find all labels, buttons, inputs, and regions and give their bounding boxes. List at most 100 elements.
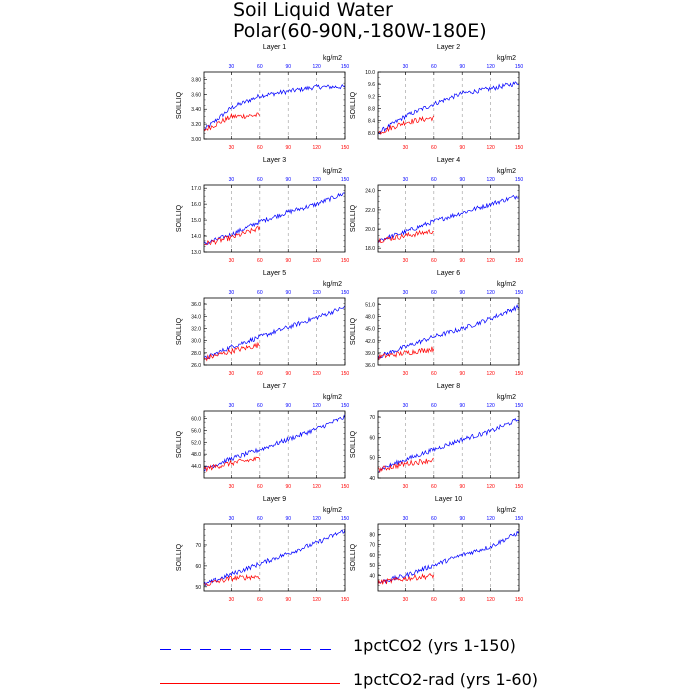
top-axis-units: kg/m2	[323, 55, 342, 62]
x-tick-label-top: 150	[341, 290, 350, 296]
x-tick-label-bottom: 120	[486, 484, 495, 490]
title-block: Soil Liquid Water Polar(60-90N,-180W-180…	[233, 0, 487, 42]
x-tick-label-bottom: 90	[285, 145, 291, 151]
x-tick-label-bottom: 90	[459, 484, 465, 490]
x-tick-label-top: 120	[486, 290, 495, 296]
y-tick-label: 24.0	[365, 189, 375, 195]
x-tick-label-bottom: 150	[515, 145, 524, 151]
y-tick-label: 42.0	[365, 339, 375, 345]
x-tick-label-bottom: 150	[515, 371, 524, 377]
y-tick-label: 34.0	[191, 314, 201, 320]
x-tick-label-bottom: 90	[285, 371, 291, 377]
y-axis-label: SOILLIQ	[350, 543, 357, 571]
x-tick-label-bottom: 120	[486, 371, 495, 377]
top-axis-units: kg/m2	[497, 281, 516, 288]
x-tick-label-top: 120	[312, 177, 321, 183]
x-tick-label-bottom: 90	[459, 258, 465, 264]
x-tick-label-top: 30	[229, 516, 235, 522]
x-tick-label-top: 30	[403, 403, 409, 409]
series-line-1pctco2	[203, 192, 346, 246]
y-tick-label: 60	[195, 564, 201, 570]
y-tick-label: 50	[369, 563, 375, 569]
legend-label: 1pctCO2 (yrs 1-150)	[353, 636, 516, 655]
panel-title: Layer 3	[263, 157, 286, 164]
y-tick-label: 14.0	[191, 234, 201, 240]
y-tick-label: 36.0	[365, 363, 375, 369]
y-tick-label: 52.0	[191, 440, 201, 446]
x-tick-label-bottom: 60	[257, 597, 263, 603]
x-tick-label-top: 90	[459, 516, 465, 522]
plot-frame	[203, 410, 346, 479]
y-tick-label: 45.0	[365, 327, 375, 333]
x-tick-label-top: 120	[312, 290, 321, 296]
y-tick-label: 16.0	[191, 202, 201, 208]
x-tick-label-bottom: 60	[431, 484, 437, 490]
y-tick-label: 13.0	[191, 250, 201, 256]
series-line-1pctco2-rad	[204, 226, 261, 246]
x-tick-label-top: 30	[229, 403, 235, 409]
x-tick-label-bottom: 120	[486, 597, 495, 603]
x-tick-label-top: 90	[459, 64, 465, 70]
x-tick-label-bottom: 60	[431, 145, 437, 151]
x-tick-label-top: 120	[486, 177, 495, 183]
x-tick-label-top: 30	[403, 177, 409, 183]
y-tick-label: 26.0	[191, 363, 201, 369]
x-tick-label-top: 150	[341, 177, 350, 183]
x-tick-label-top: 90	[459, 290, 465, 296]
x-tick-label-bottom: 120	[312, 484, 321, 490]
plot-frame	[203, 184, 346, 253]
x-tick-label-top: 120	[312, 516, 321, 522]
panel-title: Layer 8	[437, 383, 460, 390]
y-tick-label: 50	[369, 456, 375, 462]
x-tick-label-top: 90	[459, 177, 465, 183]
series-line-1pctco2-rad	[377, 115, 435, 135]
legend-label: 1pctCO2-rad (yrs 1-60)	[353, 670, 539, 689]
y-tick-label: 44.0	[191, 464, 201, 470]
x-tick-label-bottom: 120	[486, 145, 495, 151]
x-tick-label-bottom: 120	[312, 145, 321, 151]
x-tick-label-top: 150	[515, 290, 524, 296]
x-tick-label-top: 90	[459, 403, 465, 409]
legend-item-1pctco2-rad: 1pctCO2-rad (yrs 1-60)	[160, 670, 580, 698]
y-tick-label: 51.0	[365, 302, 375, 308]
y-tick-label: 60	[369, 553, 375, 559]
y-axis-label: SOILLIQ	[176, 543, 183, 571]
y-tick-label: 9.2	[368, 94, 375, 100]
y-tick-label: 3.40	[191, 107, 201, 113]
top-axis-units: kg/m2	[497, 168, 516, 175]
x-tick-label-bottom: 60	[431, 371, 437, 377]
y-tick-label: 70	[369, 415, 375, 421]
plot-panels: Layer 1 kg/m2 30 30 60 60 90 90 120 120 150 150 3.00…	[176, 44, 524, 603]
x-tick-label-top: 30	[403, 290, 409, 296]
y-tick-label: 28.0	[191, 351, 201, 357]
x-tick-label-top: 90	[285, 290, 291, 296]
y-tick-label: 8.8	[368, 107, 375, 113]
x-tick-label-bottom: 60	[431, 258, 437, 264]
panel-title: Layer 2	[437, 44, 460, 51]
y-tick-label: 70	[369, 543, 375, 549]
y-tick-label: 17.0	[191, 186, 201, 192]
x-tick-label-bottom: 150	[515, 484, 524, 490]
x-tick-label-bottom: 150	[515, 258, 524, 264]
panel-title: Layer 7	[263, 383, 286, 390]
y-tick-label: 36.0	[191, 302, 201, 308]
series-line-1pctco2	[377, 194, 520, 244]
x-tick-label-top: 60	[257, 64, 263, 70]
x-tick-label-bottom: 60	[257, 258, 263, 264]
y-tick-label: 3.80	[191, 77, 201, 83]
x-tick-label-bottom: 150	[341, 484, 350, 490]
legend: 1pctCO2 (yrs 1-150) 1pctCO2-rad (yrs 1-6…	[160, 636, 580, 700]
y-tick-label: 70	[195, 543, 201, 549]
series-line-1pctco2-rad	[377, 457, 434, 474]
x-tick-label-top: 30	[229, 177, 235, 183]
series-line-1pctco2	[377, 81, 520, 135]
plot-frame	[203, 71, 346, 140]
x-tick-label-bottom: 30	[229, 371, 235, 377]
series-line-1pctco2-rad	[203, 341, 260, 362]
plot-frame	[377, 523, 520, 592]
x-tick-label-bottom: 150	[341, 145, 350, 151]
x-tick-label-top: 30	[403, 64, 409, 70]
top-axis-units: kg/m2	[323, 281, 342, 288]
x-tick-label-top: 120	[486, 64, 495, 70]
top-axis-units: kg/m2	[323, 394, 342, 401]
